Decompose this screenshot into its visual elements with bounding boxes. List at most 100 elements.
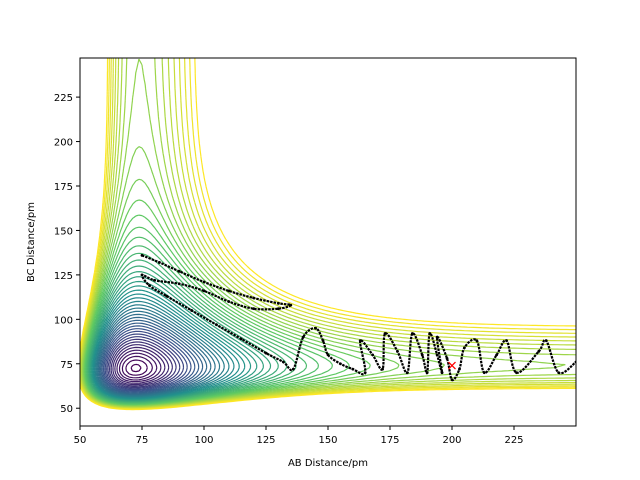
y-tick-label: 150 [54,226,73,237]
x-tick-label: 100 [194,435,213,446]
trajectory-point [202,289,206,293]
trajectory-point [291,367,295,371]
trajectory-point [381,367,384,371]
contour-level [118,352,158,381]
trajectory-point [140,253,144,257]
trajectory-point [363,371,367,375]
trajectory-point [277,307,280,311]
trajectory-point [157,261,161,264]
trajectory-point [202,280,206,284]
trajectory-point [383,332,387,335]
trajectory-point [537,349,541,353]
trajectory-point [326,353,330,357]
trajectory-point [450,378,454,382]
trajectory-point [227,289,231,293]
y-tick-label: 75 [60,360,73,371]
y-tick-label: 50 [60,404,73,415]
y-tick-label: 125 [54,271,73,282]
contour-level [104,330,188,391]
contour-level [106,333,185,390]
trajectory-point [252,296,256,300]
contour-level [112,344,170,386]
x-tick-label: 125 [256,435,275,446]
contour-level [130,363,142,373]
trajectory-point [239,337,243,341]
contour-level [103,328,192,392]
contour-level [116,349,162,383]
contour-level [110,341,173,387]
contour-level [97,310,216,397]
contour-level [114,346,166,384]
trajectory-point [277,301,280,305]
trajectory-point [264,351,268,355]
trajectory-point [215,323,218,327]
trajectory-point [435,335,439,339]
trajectory-point [445,357,449,360]
trajectory-point [425,371,429,375]
trajectory-point [405,371,409,375]
trajectory-point [301,335,305,339]
trajectory-point [314,326,317,330]
y-tick-label: 225 [54,93,73,104]
trajectory-point [428,332,432,335]
trajectory-point [515,371,518,375]
trajectory-point [358,339,362,343]
trajectory-point [463,346,466,350]
trajectory-point [289,303,293,307]
contour-level [100,319,204,394]
contour-level [96,307,221,397]
contour-level [94,300,230,399]
trajectory-point [321,339,325,343]
y-tick-label: 200 [54,138,73,149]
trajectory-point [227,300,231,303]
contour-level [121,355,153,379]
trajectory-point [351,367,355,371]
trajectory-point [371,353,375,357]
x-marker [448,361,456,370]
trajectory-point [177,269,181,273]
trajectory-point [281,360,285,364]
x-tick-label: 175 [380,435,399,446]
trajectory-point [505,339,508,343]
x-tick-label: 200 [442,435,461,446]
trajectory-point [557,371,561,375]
contour-level [80,58,576,411]
trajectory-point [165,294,169,298]
trajectory-line [140,254,576,382]
trajectory-point [495,353,499,357]
x-axis: 50 75 100 125 150 175 200 225 [74,426,524,446]
contour-level [102,325,196,393]
contour-level [109,338,177,388]
x-tick-label: 50 [74,435,87,446]
y-axis-label: BC Distance/pm [26,202,37,282]
contour-level [125,359,148,376]
trajectory-point [252,307,256,311]
trajectory-point [475,339,479,343]
x-axis-label: AB Distance/pm [288,458,368,469]
trajectory-point [410,332,414,335]
contour-level [95,304,225,398]
trajectory-point [148,284,151,287]
trajectory-point [435,353,439,357]
y-tick-label: 175 [54,182,73,193]
trajectory-point [140,273,144,277]
trajectory-point [177,282,181,286]
trajectory-point [440,371,444,375]
trajectory-point [396,349,399,353]
trajectory-point [458,367,461,371]
contour-level [98,316,208,395]
y-tick-label: 100 [54,315,73,326]
contour-level [97,313,212,396]
x-tick-label: 225 [504,435,523,446]
x-tick-label: 150 [318,435,337,446]
end-marker [448,361,456,370]
contour-level [93,297,235,399]
contour-level [101,322,200,394]
trajectory-path [140,253,576,382]
trajectory-point [339,362,342,366]
trajectory-point [420,353,424,357]
trajectory-point [544,339,548,343]
trajectory-point [153,278,156,282]
plot-background [80,58,576,426]
